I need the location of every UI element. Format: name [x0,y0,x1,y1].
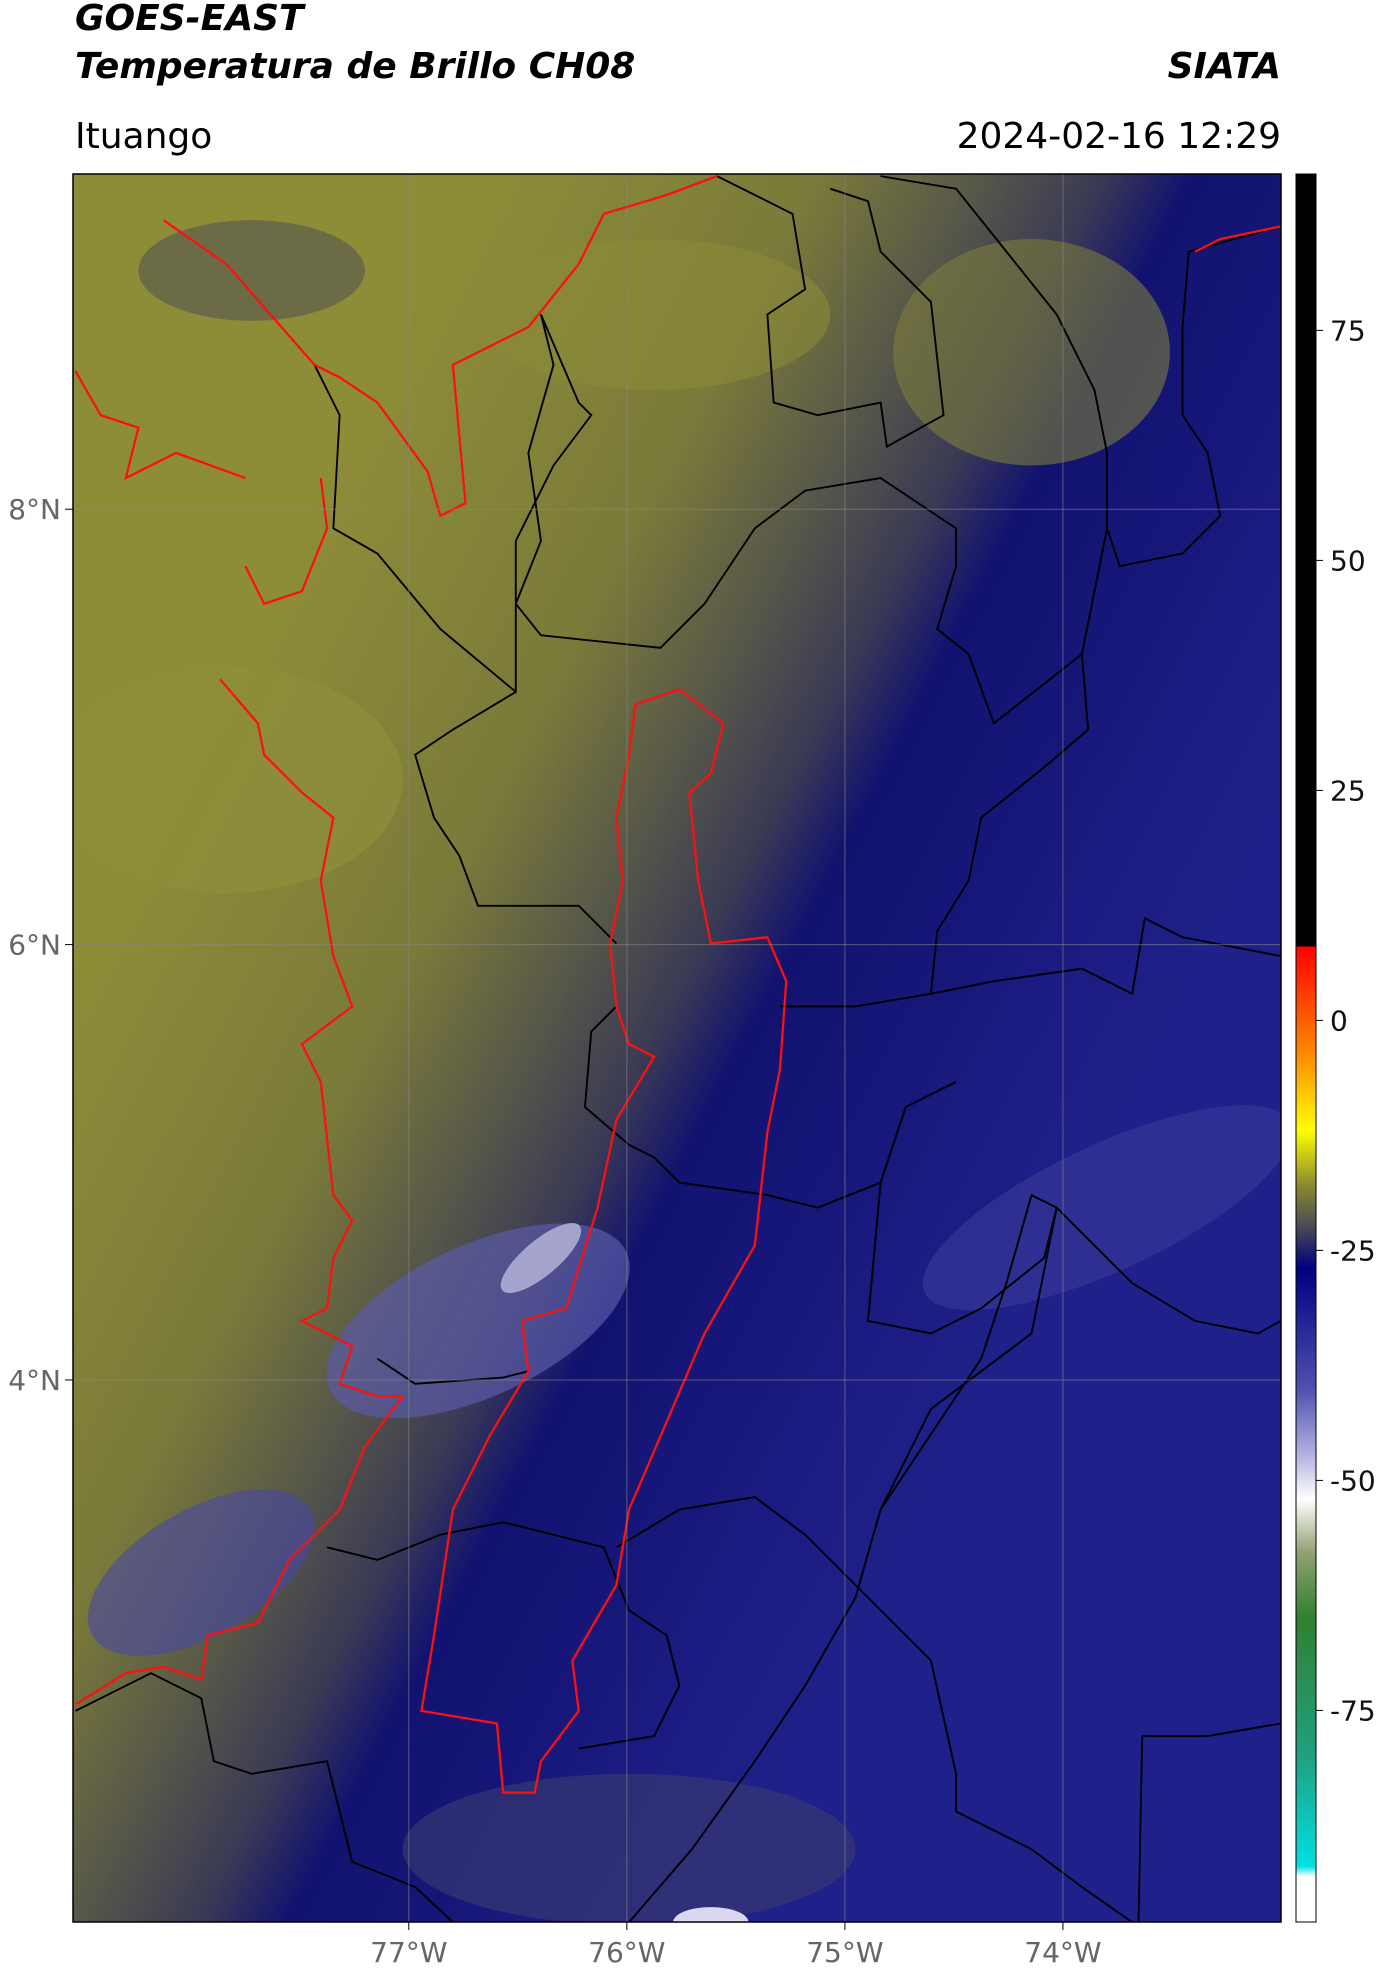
x-tick-label: 75°W [806,1936,883,1969]
source: SIATA [1168,46,1281,87]
grid [73,174,1281,1922]
colorbar-tick-label: -75 [1330,1694,1376,1727]
colorbar [1295,173,1317,1923]
timestamp: 2024-02-16 12:29 [957,116,1281,157]
colorbar-tick-label: 0 [1330,1004,1348,1037]
title: GOES-EAST [75,0,306,39]
y-tick-label: 4°N [8,1364,61,1397]
colorbar-tick-label: 25 [1330,774,1366,807]
map [73,174,1281,1922]
map-features [73,175,1281,1922]
location: Ituango [75,116,212,157]
y-tick-label: 8°N [8,493,61,526]
subtitle: Temperatura de Brillo CH08 [75,46,635,87]
colorbar-tick-label: -25 [1330,1234,1376,1267]
x-tick-label: 74°W [1024,1936,1101,1969]
colorbar-tick-label: -50 [1330,1464,1376,1497]
map-frame [72,173,1282,1923]
y-tick-label: 6°N [8,929,61,962]
map-background [73,174,1281,1922]
x-tick-label: 76°W [588,1936,665,1969]
x-tick-label: 77°W [370,1936,447,1969]
colorbar-tick-label: 50 [1330,544,1366,577]
colorbar-tick-label: 75 [1330,314,1366,347]
